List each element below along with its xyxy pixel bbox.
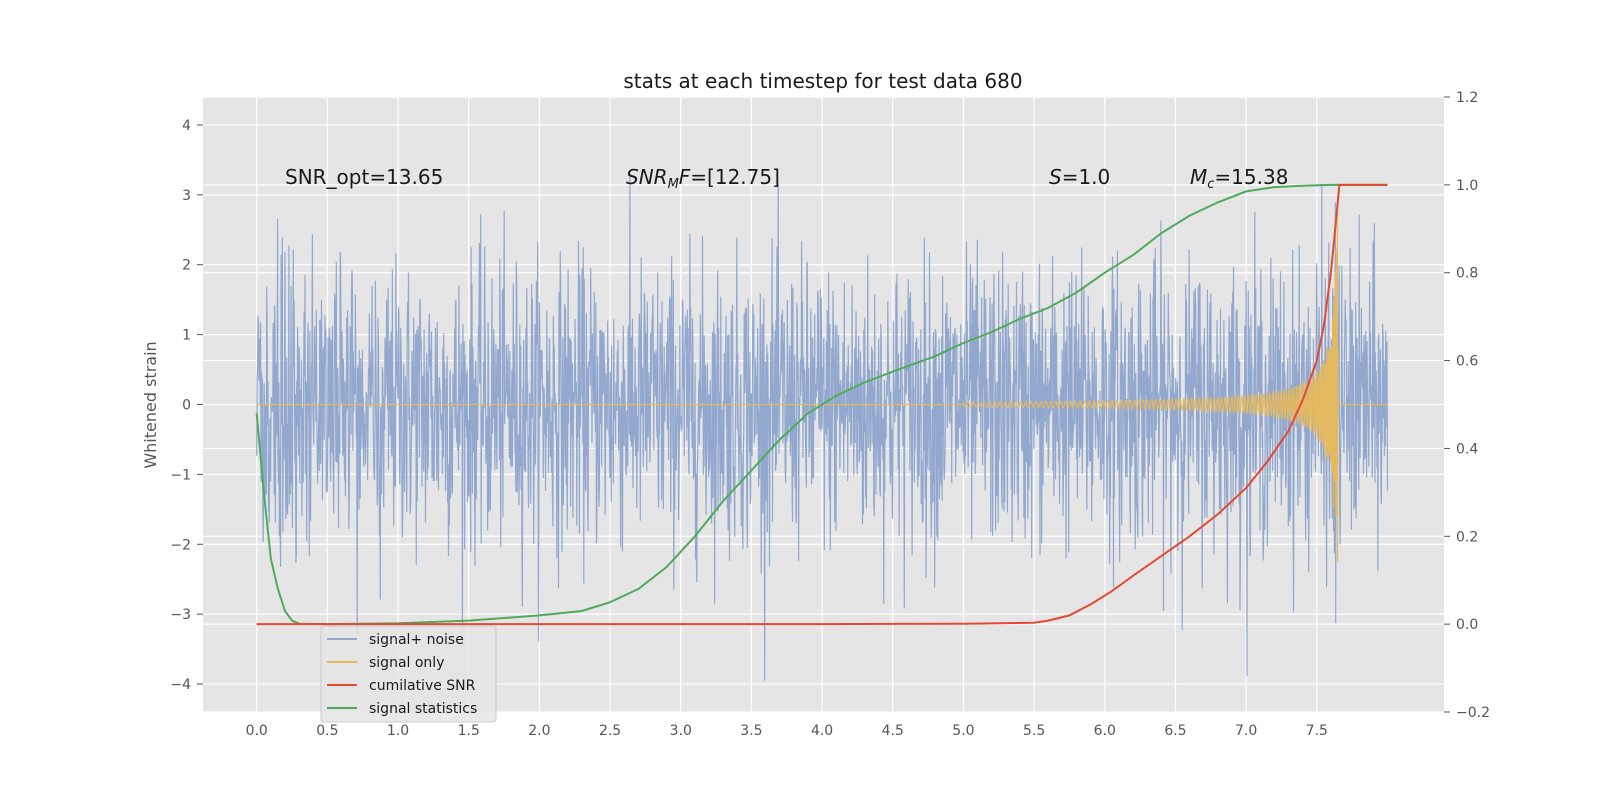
y2-tick-label: −0.2	[1456, 705, 1490, 721]
annotation-mc: Mc=15.38	[1190, 165, 1288, 192]
y2-tick-label: 1.0	[1456, 178, 1478, 194]
y-tick-label: 0	[182, 398, 191, 414]
x-tick-label: 6.5	[1164, 723, 1186, 739]
legend-label-signal-statistics: signal statistics	[369, 701, 477, 717]
y-tick-label: −4	[170, 677, 191, 693]
y2-tick-label: 0.6	[1456, 354, 1478, 370]
x-tick-label: 7.5	[1306, 723, 1328, 739]
x-axis: 0.0 0.5 1.0 1.5 2.0 2.5 3.0 3.5 4.0 4.5 5.0 5.5 6.0 6…	[246, 723, 1328, 739]
x-tick-label: 2.0	[528, 723, 550, 739]
y2-tick-label: 0.0	[1456, 617, 1478, 633]
x-tick-label: 1.0	[387, 723, 409, 739]
y2-tick-label: 0.8	[1456, 266, 1478, 282]
x-tick-label: 3.0	[670, 723, 692, 739]
y-tick-label: 1	[182, 328, 191, 344]
annotation-s: S=1.0	[1049, 165, 1110, 189]
legend-label-cumilative-snr: cumilative SNR	[369, 678, 476, 694]
series-cumilative-snr-line	[256, 183, 1388, 626]
x-tick-label: 0.5	[316, 723, 338, 739]
y-tick-label: 3	[182, 188, 191, 204]
legend-box	[320, 625, 497, 723]
x-tick-label: 6.0	[1094, 723, 1116, 739]
series-signal-noise-line	[256, 175, 1389, 681]
y2-tick-label: 1.2	[1456, 90, 1478, 106]
x-tick-label: 2.5	[599, 723, 621, 739]
x-tick-label: 5.0	[952, 723, 974, 739]
y-axis-right: −0.2 0.0 0.2 0.4 0.6 0.8 1.0 1.2	[1444, 90, 1490, 721]
y-tick-label: 4	[182, 118, 191, 134]
legend-label-signal-only: signal only	[369, 655, 444, 671]
x-tick-label: 1.5	[458, 723, 480, 739]
x-tick-label: 3.5	[740, 723, 762, 739]
legend-label-signal-noise: signal+ noise	[369, 632, 464, 648]
y-tick-label: −3	[170, 607, 191, 623]
annotation-snr-opt: SNR_opt=13.65	[285, 165, 443, 189]
x-tick-label: 7.0	[1235, 723, 1257, 739]
x-tick-label: 0.0	[246, 723, 268, 739]
y-tick-label: −1	[170, 467, 191, 483]
annotation-snr-mf: SNRMF=[12.75]	[626, 165, 780, 192]
y2-tick-label: 0.4	[1456, 441, 1478, 457]
x-tick-label: 5.5	[1023, 723, 1045, 739]
y-tick-label: −2	[170, 537, 191, 553]
y-tick-label: 2	[182, 258, 191, 274]
x-tick-label: 4.0	[811, 723, 833, 739]
y-axis-left: −4 −3 −2 −1 0 1 2 3 4	[170, 118, 203, 693]
y-axis-label: Whitened strain	[141, 341, 160, 468]
y2-tick-label: 0.2	[1456, 529, 1478, 545]
chart-title: stats at each timestep for test data 680	[623, 69, 1022, 93]
x-tick-label: 4.5	[882, 723, 904, 739]
legend: signal+ noise signal only cumilative SNR…	[320, 625, 497, 723]
